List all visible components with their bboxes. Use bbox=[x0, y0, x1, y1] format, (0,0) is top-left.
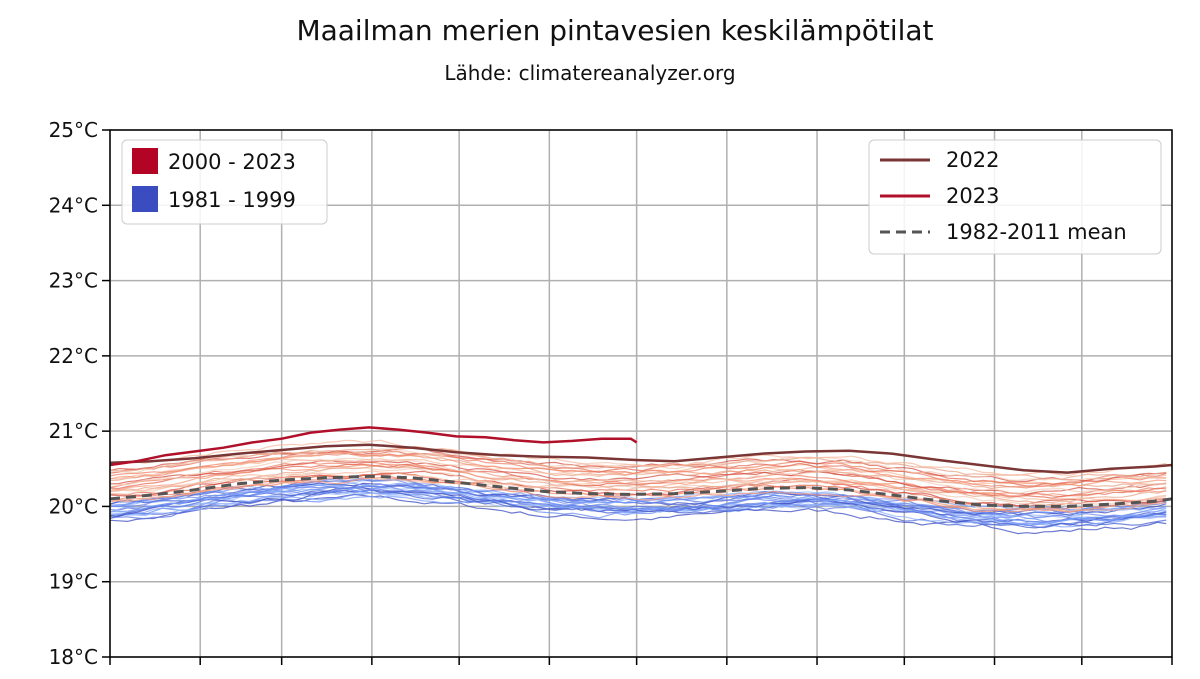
plot-frame bbox=[109, 129, 1173, 658]
legend-periods: 2000 - 2023 1981 - 1999 bbox=[121, 139, 328, 225]
year-line-cool bbox=[109, 488, 1167, 525]
background-bands bbox=[109, 439, 1167, 535]
legend-box bbox=[868, 139, 1162, 255]
series-layer bbox=[109, 426, 1173, 508]
year-line-warm bbox=[109, 439, 1167, 476]
y-tick-label: 23°C bbox=[49, 269, 98, 293]
y-tick-label: 22°C bbox=[49, 344, 98, 368]
legend-label: 2022 bbox=[946, 148, 999, 172]
y-tick-label: 18°C bbox=[49, 645, 98, 669]
legend-label: 2000 - 2023 bbox=[168, 150, 296, 174]
y-tick-label: 21°C bbox=[49, 419, 98, 443]
year-line-warm bbox=[109, 463, 1167, 497]
year-line-warm bbox=[109, 476, 1167, 513]
y-tick-label: 25°C bbox=[49, 118, 98, 142]
y-tick-label: 19°C bbox=[49, 570, 98, 594]
legend-series: 2022 2023 1982-2011 mean bbox=[868, 139, 1162, 255]
axis-layer: 18°C 19°C 20°C 21°C 22°C 23°C 24°C 25°C bbox=[49, 118, 1173, 669]
year-line-warm bbox=[109, 459, 1167, 496]
y-tick-label: 20°C bbox=[49, 494, 98, 518]
year-line-warm bbox=[109, 466, 1167, 506]
series-line-1982-2011-mean bbox=[109, 474, 1173, 508]
year-line-warm bbox=[110, 457, 1167, 495]
y-tick-label: 24°C bbox=[49, 193, 98, 217]
legend-label: 2023 bbox=[946, 184, 999, 208]
series-line-2023 bbox=[109, 426, 638, 467]
chart-title: Maailman merien pintavesien keskilämpöti… bbox=[296, 14, 933, 47]
legend-label: 1982-2011 mean bbox=[946, 220, 1127, 244]
year-line-warm bbox=[109, 463, 1167, 499]
year-line-warm bbox=[109, 451, 1167, 487]
year-line-warm bbox=[109, 445, 1167, 480]
legend-swatch bbox=[132, 148, 158, 174]
legend-swatch bbox=[132, 186, 158, 212]
year-line-warm bbox=[109, 451, 1167, 489]
chart-subtitle: Lähde: climatereanalyzer.org bbox=[444, 61, 735, 85]
year-line-cool bbox=[109, 477, 1167, 517]
series-line-2022 bbox=[109, 443, 1173, 474]
legend-box bbox=[121, 139, 328, 225]
legend-label: 1981 - 1999 bbox=[168, 188, 296, 212]
year-line-warm bbox=[109, 465, 1167, 504]
